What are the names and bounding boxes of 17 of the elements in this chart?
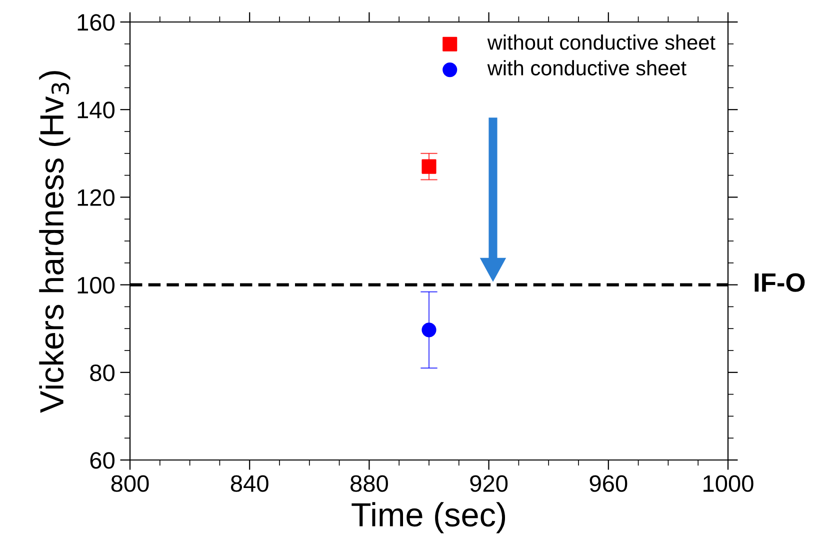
y-tick-label: 60 [90, 452, 114, 469]
legend-label: with conductive sheet [487, 60, 686, 76]
legend-label: without conductive sheet [487, 34, 716, 50]
y-tick-label: 80 [90, 364, 114, 382]
y-axis-title: Vickers hardness (Hv$_{3}$) [39, 71, 70, 413]
x-tick-label: 840 [230, 475, 268, 492]
ref-line-label: IF-O [754, 273, 805, 292]
y-tick-label: 100 [78, 276, 114, 294]
y-tick-label: 120 [78, 189, 114, 206]
x-tick-label: 920 [470, 475, 508, 492]
x-tick-label: 1000 [704, 475, 754, 492]
y-tick-label: 140 [78, 102, 114, 118]
y-tick-label: 160 [78, 14, 114, 31]
x-tick-label: 880 [350, 475, 388, 492]
x-axis-title: Time (sec) [352, 502, 506, 534]
x-tick-label: 800 [111, 475, 149, 492]
x-tick-label: 960 [590, 475, 628, 492]
